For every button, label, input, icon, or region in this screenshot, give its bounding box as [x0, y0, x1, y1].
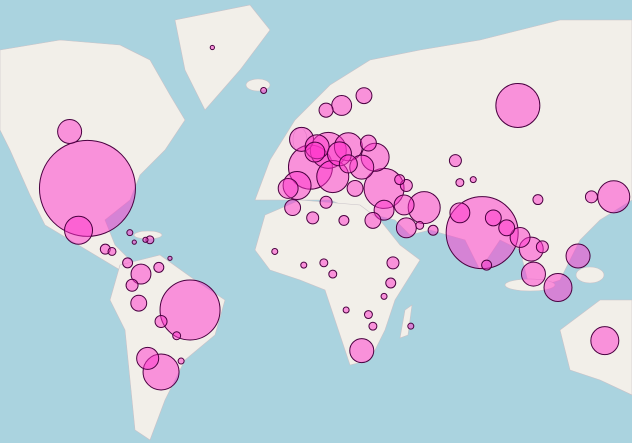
bubble — [380, 292, 388, 300]
bubble — [331, 95, 353, 116]
bubble — [532, 194, 544, 206]
bubble — [469, 176, 477, 184]
bubble — [355, 87, 373, 105]
bubble — [159, 279, 221, 341]
bubble — [415, 220, 425, 230]
bubble — [304, 141, 326, 163]
bubble — [393, 194, 415, 216]
bubble — [107, 246, 117, 256]
bubble — [364, 211, 382, 229]
bubble — [597, 180, 631, 214]
bubble — [565, 243, 591, 269]
bubble — [122, 257, 134, 269]
bubble — [338, 214, 350, 226]
bubble — [385, 277, 397, 289]
bubble — [509, 227, 531, 248]
bubble — [427, 224, 439, 236]
bubble — [394, 174, 406, 186]
bubble — [395, 217, 417, 239]
bubble — [520, 261, 546, 287]
bubble — [300, 261, 308, 269]
bubble — [338, 154, 358, 174]
bubble — [64, 215, 94, 245]
bubble — [328, 269, 338, 279]
bubble — [271, 247, 279, 255]
bubble — [130, 294, 148, 312]
bubble — [136, 346, 160, 370]
bubble — [209, 44, 215, 51]
bubble — [386, 256, 400, 270]
bubble — [346, 179, 364, 197]
bubble — [535, 240, 549, 254]
bubble — [284, 199, 302, 217]
bubble — [153, 261, 165, 273]
bubble — [125, 278, 139, 292]
bubble — [368, 321, 378, 331]
bubble — [543, 272, 573, 302]
bubble — [167, 255, 173, 261]
greenland — [174, 4, 271, 111]
bubble — [590, 326, 620, 356]
bubble — [449, 202, 471, 224]
bubble — [130, 263, 152, 285]
bubble — [342, 306, 350, 314]
bubble — [584, 190, 598, 204]
bubble — [319, 195, 333, 209]
bubble — [306, 211, 320, 225]
bubble — [448, 154, 462, 168]
bubble — [495, 82, 541, 128]
bubble — [126, 229, 134, 237]
bubble — [319, 258, 329, 268]
bubble — [360, 134, 377, 152]
bubble — [407, 322, 415, 330]
bubble — [363, 310, 373, 320]
bubble — [57, 119, 83, 145]
bubble — [349, 338, 375, 364]
bubble — [277, 177, 299, 199]
bubble — [172, 331, 182, 341]
bubble — [177, 357, 185, 365]
madagascar — [399, 304, 413, 339]
bubble — [142, 236, 149, 243]
bubbles — [38, 44, 631, 391]
bubble — [318, 102, 334, 118]
bubble — [498, 219, 516, 237]
new-guinea — [575, 266, 605, 284]
bubble — [154, 314, 168, 328]
bubble — [455, 178, 465, 188]
bubble — [131, 239, 137, 245]
bubble — [260, 86, 268, 94]
bubble — [481, 259, 493, 271]
bubble — [484, 209, 502, 227]
